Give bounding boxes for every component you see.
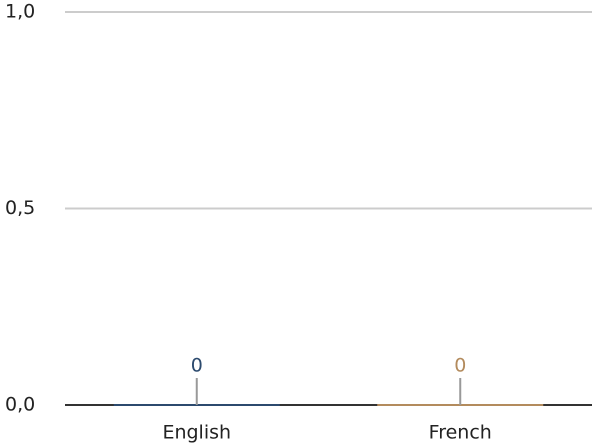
x-tick-label: French bbox=[429, 422, 492, 444]
y-tick-label: 0,0 bbox=[5, 394, 35, 416]
data-label: 0 bbox=[191, 355, 203, 377]
y-tick-label: 1,0 bbox=[5, 1, 35, 23]
x-tick-label: English bbox=[162, 422, 231, 444]
data-label: 0 bbox=[454, 355, 466, 377]
y-tick-label: 0,5 bbox=[5, 197, 35, 219]
